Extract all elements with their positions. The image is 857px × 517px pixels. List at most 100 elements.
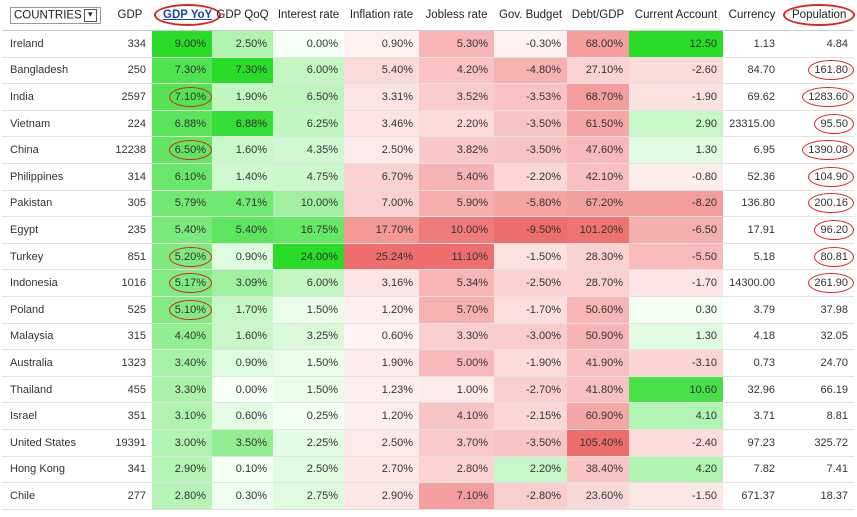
data-cell: 7.30% — [212, 57, 273, 85]
data-cell: 5.17% — [152, 269, 212, 297]
data-cell: 41.90% — [567, 349, 629, 377]
cell-text: 68.70% — [585, 90, 623, 103]
data-cell: 1.30 — [629, 136, 723, 164]
cell-text: 3.25% — [306, 330, 338, 343]
data-cell: 4.10% — [419, 402, 494, 430]
data-cell: -8.20 — [629, 190, 723, 218]
cell-text: 1.40% — [235, 170, 267, 183]
data-cell: 5.40% — [152, 216, 212, 244]
data-cell: 5.00% — [419, 349, 494, 377]
cell-text: 3.16% — [381, 277, 413, 290]
highlighted-value: 161.80 — [808, 60, 854, 81]
cell-text: 1.13 — [753, 37, 775, 50]
data-cell: 6.88% — [152, 110, 212, 138]
cell-text: 5.30% — [456, 37, 488, 50]
data-cell: 1.40% — [212, 163, 273, 191]
data-cell: 0.60% — [212, 402, 273, 430]
cell-text: 50.60% — [585, 303, 623, 316]
data-cell: 6.10% — [152, 163, 212, 191]
cell-text: -9.50% — [526, 223, 561, 236]
data-cell: -2.20% — [494, 163, 567, 191]
cell-text: Australia — [10, 356, 53, 369]
data-cell: 136.80 — [723, 190, 781, 218]
cell-text: 4.40% — [174, 330, 206, 343]
country-name: Israel — [2, 402, 108, 430]
data-cell: 95.50 — [781, 110, 854, 138]
cell-text: 28.70% — [585, 277, 623, 290]
dropdown-box[interactable]: COUNTRIES ▾ — [10, 6, 101, 24]
countries-dropdown[interactable]: COUNTRIES — [14, 9, 82, 22]
data-cell: 42.10% — [567, 163, 629, 191]
data-cell: 7.00% — [344, 190, 419, 218]
cell-text: 27.10% — [585, 64, 623, 77]
data-cell: 6.50% — [273, 83, 344, 111]
data-cell: 50.90% — [567, 323, 629, 351]
data-cell: 4.18 — [723, 323, 781, 351]
cell-text: 7.00% — [381, 197, 413, 210]
data-cell: 7.82 — [723, 456, 781, 484]
data-cell: 2.50% — [344, 429, 419, 457]
data-cell: -3.50% — [494, 136, 567, 164]
cell-text: Pakistan — [10, 197, 53, 210]
data-cell: 7.41 — [781, 456, 854, 484]
data-cell: 455 — [108, 376, 152, 404]
data-cell: 66.19 — [781, 376, 854, 404]
cell-text: 1.90% — [381, 356, 413, 369]
data-cell: 4.71% — [212, 190, 273, 218]
cell-text: 1.70% — [235, 303, 267, 316]
cell-text: 2.50% — [306, 463, 338, 476]
data-cell: 5.40% — [344, 57, 419, 85]
header-label: Gov. Budget — [498, 9, 563, 21]
cell-text: 3.09% — [235, 277, 267, 290]
data-cell: 3.82% — [419, 136, 494, 164]
data-cell: 277 — [108, 482, 152, 510]
cell-text: 2.20% — [529, 463, 561, 476]
country-name: Egypt — [2, 216, 108, 244]
cell-text: -1.50 — [691, 489, 717, 502]
cell-text: United States — [10, 436, 77, 449]
country-name: Poland — [2, 296, 108, 324]
cell-text: 97.23 — [747, 436, 775, 449]
header-label[interactable]: GDP YoY — [163, 9, 213, 21]
cell-text: 25.24% — [375, 250, 413, 263]
column-header[interactable]: GDP YoY — [152, 0, 222, 31]
data-cell: 3.25% — [273, 323, 344, 351]
dropdown-arrow[interactable]: ▾ — [83, 8, 97, 22]
cell-text: 3.46% — [381, 117, 413, 130]
country-name: Chile — [2, 482, 108, 510]
header-label: Inflation rate — [349, 9, 414, 21]
data-cell: 1.50% — [273, 349, 344, 377]
header-highlight: GDP YoY — [154, 4, 222, 26]
data-cell: 61.50% — [567, 110, 629, 138]
cell-text: 2.20% — [456, 117, 488, 130]
country-row: China 12238 6.50% 1.60% 4.35% 2.50% 3.82% -3.50… — [2, 136, 854, 164]
data-cell: -4.80% — [494, 57, 567, 85]
cell-text: -1.70 — [691, 277, 717, 290]
data-cell: 41.80% — [567, 376, 629, 404]
column-header[interactable]: COUNTRIES ▾ — [2, 0, 108, 31]
cell-text: 6.95 — [753, 144, 775, 157]
column-header: Population — [781, 0, 856, 31]
cell-text: 5.34% — [456, 277, 488, 290]
data-cell: 2.50% — [344, 136, 419, 164]
data-cell: -2.40 — [629, 429, 723, 457]
cell-text: Turkey — [10, 250, 44, 263]
data-cell: 1323 — [108, 349, 152, 377]
cell-text: Vietnam — [10, 117, 51, 130]
cell-text: 334 — [127, 37, 146, 50]
cell-text: 1.50% — [306, 383, 338, 396]
data-cell: -1.70 — [629, 269, 723, 297]
data-cell: 25.24% — [344, 243, 419, 271]
cell-text: 9.00% — [174, 37, 206, 50]
data-cell: 3.46% — [344, 110, 419, 138]
data-cell: -3.53% — [494, 83, 567, 111]
country-row: Australia 1323 3.40% 0.90% 1.50% 1.90% 5.00% -1… — [2, 349, 854, 377]
country-name: Indonesia — [2, 269, 108, 297]
data-cell: 0.60% — [344, 323, 419, 351]
cell-text: 5.40% — [381, 64, 413, 77]
data-cell: 0.25% — [273, 402, 344, 430]
cell-text: 0.90% — [381, 37, 413, 50]
cell-text: 351 — [127, 410, 146, 423]
column-header: GDP — [108, 0, 152, 31]
cell-text: -0.80 — [691, 170, 717, 183]
